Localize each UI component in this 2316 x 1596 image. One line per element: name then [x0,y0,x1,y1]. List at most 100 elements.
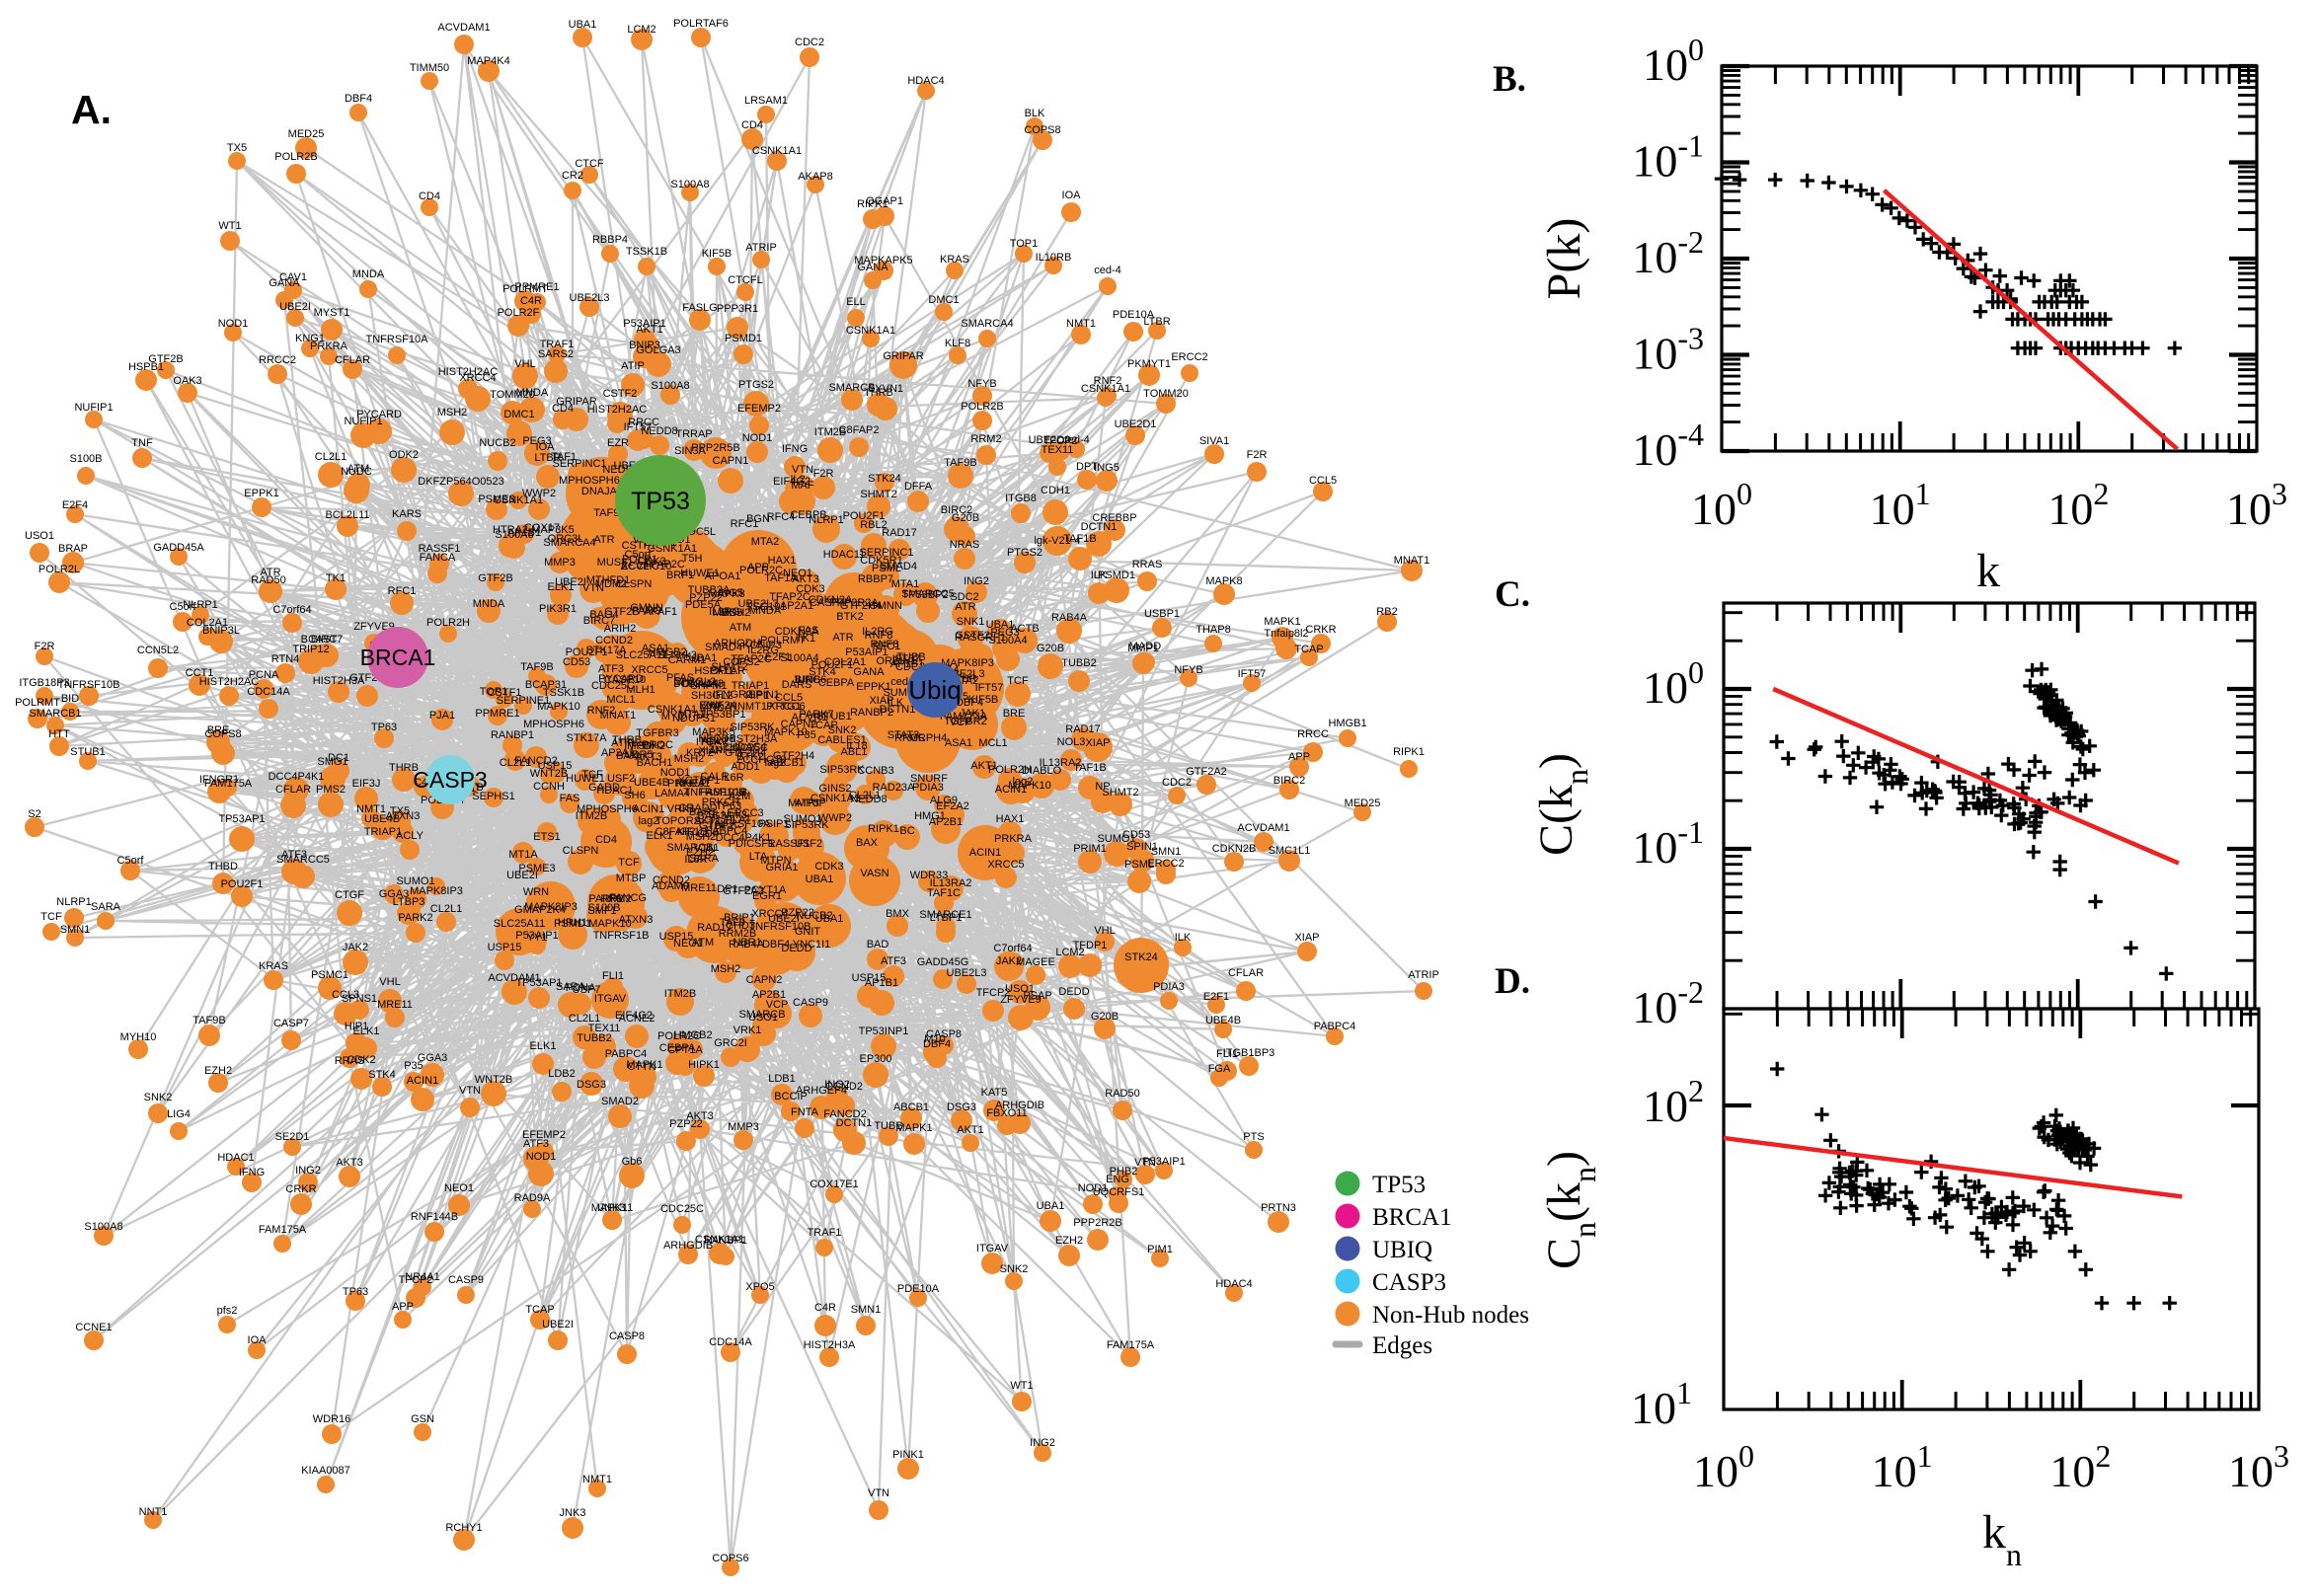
svg-text:ITM2B: ITM2B [814,426,846,438]
svg-text:TAF1B: TAF1B [1073,762,1106,774]
svg-text:TRIAP1: TRIAP1 [364,826,403,838]
svg-text:EF2A2: EF2A2 [936,800,969,812]
svg-text:ATM: ATM [347,463,369,475]
svg-text:COX17: COX17 [524,522,560,534]
svg-text:MAPK8: MAPK8 [1205,575,1242,587]
svg-text:DSG3: DSG3 [577,1079,606,1091]
svg-text:BAD: BAD [867,939,889,950]
svg-text:RRCC: RRCC [894,732,926,744]
svg-text:ARHGEF4: ARHGEF4 [796,1085,847,1097]
svg-text:PDIA3: PDIA3 [1153,981,1185,993]
svg-text:GTF2H4: GTF2H4 [725,747,766,759]
svg-text:ATXN3: ATXN3 [619,914,654,926]
svg-text:HAX1: HAX1 [996,813,1025,825]
svg-text:POLR2H: POLR2H [988,764,1032,776]
svg-text:XRCC4: XRCC4 [751,908,788,920]
svg-text:E2F4: E2F4 [62,499,88,511]
svg-text:RAD17: RAD17 [697,922,732,934]
svg-text:lag2: lag2 [639,815,659,827]
svg-text:EGR1: EGR1 [752,890,782,902]
svg-text:MLH1: MLH1 [626,684,655,696]
svg-text:FASLG: FASLG [682,302,717,314]
svg-text:TFCP2: TFCP2 [1043,435,1078,447]
svg-text:GMNN: GMNN [630,602,663,614]
svg-text:TP53INP1: TP53INP1 [859,1026,909,1037]
svg-text:IOA: IOA [248,1334,268,1346]
svg-text:RAD9A: RAD9A [514,1192,551,1204]
svg-text:SARS2: SARS2 [538,348,574,360]
svg-text:NOD1: NOD1 [218,318,249,330]
svg-text:MAF: MAF [791,480,814,492]
svg-text:USP7: USP7 [573,984,601,996]
svg-text:BCAP31: BCAP31 [525,679,567,691]
svg-text:IL6R: IL6R [684,854,707,866]
svg-text:MAPK8IP3: MAPK8IP3 [410,885,463,897]
svg-text:ITGB8: ITGB8 [1005,493,1037,504]
svg-text:ATR: ATR [955,601,975,613]
svg-text:PRKRA: PRKRA [667,778,706,790]
svg-text:SHMT2: SHMT2 [1102,787,1138,798]
svg-text:UBE2I: UBE2I [555,576,586,588]
svg-text:CSNK1A1: CSNK1A1 [1081,383,1130,395]
svg-text:S100A8: S100A8 [651,380,689,392]
svg-text:MRPH4: MRPH4 [909,732,948,744]
svg-text:IFT57: IFT57 [892,653,921,665]
svg-text:KRAS: KRAS [940,254,969,266]
svg-text:MYST1: MYST1 [314,307,350,319]
svg-text:BNIP3: BNIP3 [629,340,660,351]
svg-text:CDC2: CDC2 [1162,777,1192,789]
svg-text:M10: M10 [924,1033,945,1045]
svg-text:FAS: FAS [560,793,580,804]
svg-text:CRADD: CRADD [678,802,717,814]
svg-text:IL13RA2: IL13RA2 [1040,757,1082,769]
svg-text:IMPDH2: IMPDH2 [624,740,665,752]
svg-text:CDK3: CDK3 [796,583,824,595]
svg-text:SERPINC1: SERPINC1 [859,547,913,559]
svg-text:SIP53RK: SIP53RK [784,819,829,831]
svg-text:VTN: VTN [694,843,716,855]
svg-text:MMP3: MMP3 [788,798,819,809]
svg-text:MUS81: MUS81 [597,557,634,569]
svg-text:TP63: TP63 [371,722,397,733]
svg-text:TOP1: TOP1 [1010,238,1039,250]
svg-text:EIF4G2: EIF4G2 [773,476,811,488]
svg-text:TAF1B: TAF1B [1063,533,1096,545]
svg-text:WDR33: WDR33 [910,870,949,881]
svg-text:SYVN1: SYVN1 [868,383,903,395]
svg-text:SE2D1: SE2D1 [275,1131,310,1143]
svg-text:CEBPA: CEBPA [659,1042,696,1054]
svg-text:ACNE2: ACNE2 [619,1013,656,1025]
svg-text:CCNB3: CCNB3 [857,765,893,777]
svg-text:MTPN: MTPN [760,855,791,867]
svg-text:NFYB: NFYB [1174,664,1202,676]
svg-text:TSG101: TSG101 [746,601,787,613]
svg-text:MED25: MED25 [1345,798,1381,809]
svg-text:ING2: ING2 [1030,1437,1055,1449]
svg-text:POLRMT: POLRMT [15,697,60,709]
svg-text:EZR: EZR [607,437,629,449]
svg-text:RAD17: RAD17 [1065,723,1100,735]
svg-text:XRCC4: XRCC4 [459,372,496,384]
svg-text:HIP1: HIP1 [745,690,769,702]
svg-text:TUBB2: TUBB2 [577,1032,611,1044]
svg-text:TNF: TNF [131,437,153,449]
svg-text:ARHGDIA: ARHGDIA [714,638,764,649]
svg-text:AKT1: AKT1 [694,815,722,827]
svg-text:HIST2H3A: HIST2H3A [313,675,365,687]
svg-text:ATRIP: ATRIP [795,798,826,809]
svg-text:C7orf64: C7orf64 [272,604,311,616]
svg-text:NUCB2: NUCB2 [479,437,515,449]
svg-text:GTF2B: GTF2B [604,606,639,618]
svg-text:PZP22: PZP22 [781,907,814,919]
svg-text:ATIP: ATIP [611,737,635,749]
svg-text:MTHFD1: MTHFD1 [586,574,631,586]
svg-text:SMARCA4: SMARCA4 [543,537,595,549]
svg-text:TX5: TX5 [390,805,410,817]
svg-text:ARHGDIB: ARHGDIB [995,1100,1044,1111]
svg-text:MAPK8: MAPK8 [708,588,744,600]
svg-text:DKFZP564O0523: DKFZP564O0523 [418,476,503,488]
svg-text:PDE5A: PDE5A [685,599,722,611]
svg-text:ITGB1BP3: ITGB1BP3 [1223,1047,1275,1059]
svg-text:RRCC: RRCC [1297,728,1329,740]
svg-text:NMT1: NMT1 [356,803,386,815]
